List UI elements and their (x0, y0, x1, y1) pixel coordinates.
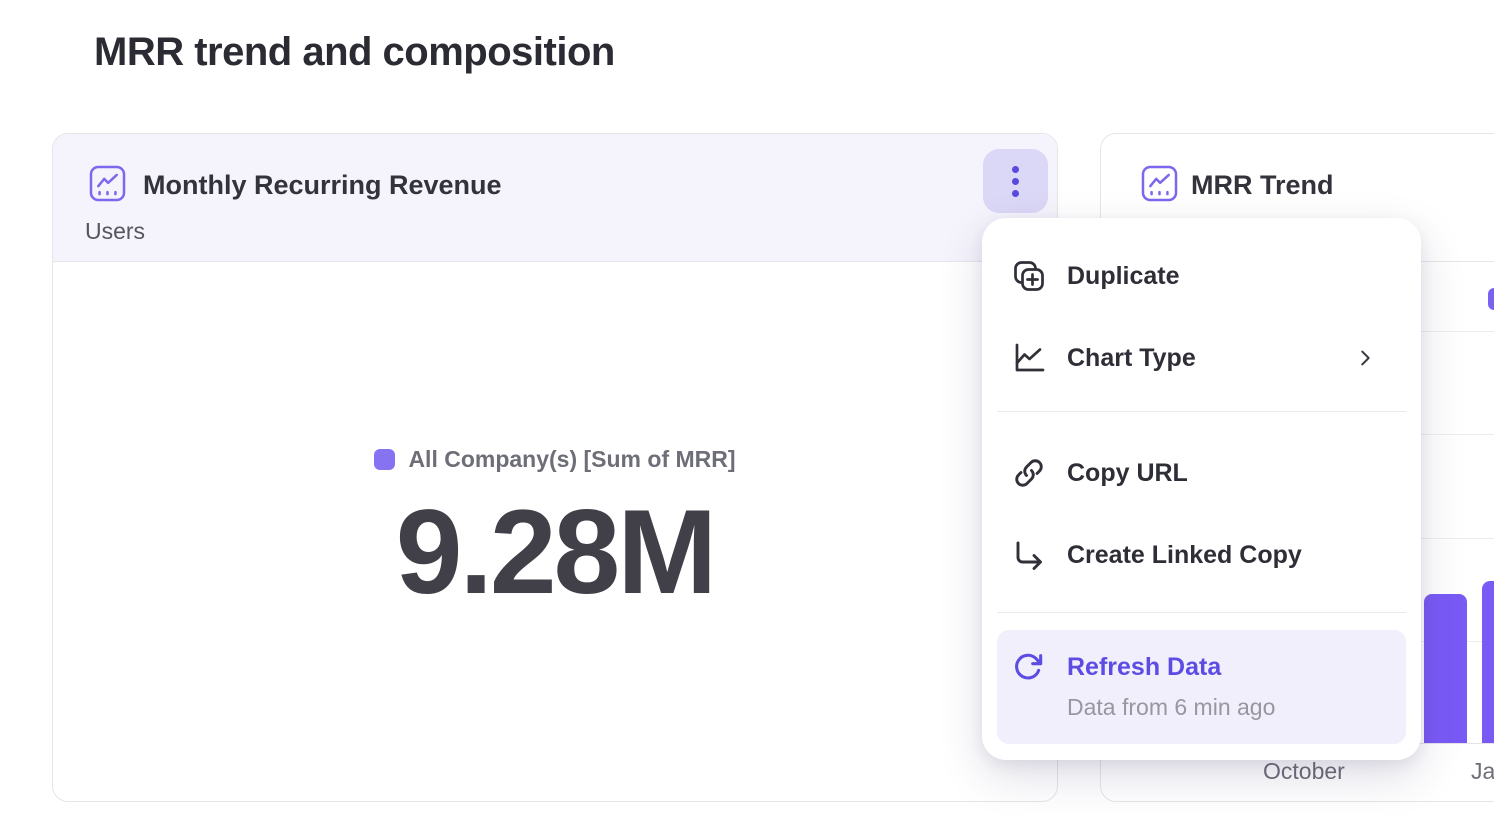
menu-item-label: Copy URL (1067, 458, 1188, 487)
chart-type-icon (1012, 341, 1046, 375)
kpi-value: 9.28M (395, 484, 718, 619)
menu-item-refresh-data[interactable]: Refresh Data Data from 6 min ago (997, 630, 1406, 744)
refresh-icon (1012, 651, 1044, 683)
chevron-right-icon (1354, 347, 1376, 369)
card-subtitle: Users (85, 218, 146, 244)
combo-chart-icon (89, 165, 126, 202)
bar-january[interactable] (1482, 581, 1494, 743)
legend-swatch-icon (374, 448, 396, 470)
menu-item-copy-url[interactable]: Copy URL (982, 441, 1421, 505)
x-axis-label: Ja (1471, 758, 1494, 784)
card-options-menu: Duplicate Chart Type (982, 218, 1421, 760)
combo-chart-icon (1141, 165, 1178, 202)
menu-item-label: Chart Type (1067, 343, 1196, 372)
kpi-body: All Company(s) [Sum of MRR] 9.28M (53, 263, 1057, 801)
menu-item-label: Duplicate (1067, 261, 1180, 290)
menu-item-duplicate[interactable]: Duplicate (982, 244, 1421, 308)
legend-label: All Company(s) [Sum of MRR] (408, 445, 736, 472)
x-axis-label: October (1263, 758, 1345, 784)
menu-item-label: Create Linked Copy (1067, 540, 1302, 569)
menu-item-chart-type[interactable]: Chart Type (982, 326, 1421, 390)
link-icon (1012, 456, 1046, 490)
linked-copy-arrow-icon (1012, 538, 1046, 572)
card-title: MRR Trend (1191, 170, 1334, 200)
mrr-composition-card: Monthly Recurring Revenue Users All Comp… (52, 133, 1058, 802)
kebab-menu-icon (1012, 165, 1019, 197)
refresh-data-age: Data from 6 min ago (1067, 694, 1276, 720)
menu-item-label: Refresh Data (1067, 652, 1222, 681)
menu-divider (997, 612, 1406, 613)
bar-october[interactable] (1424, 594, 1467, 743)
duplicate-icon (1012, 259, 1046, 293)
kpi-legend: All Company(s) [Sum of MRR] (374, 445, 736, 473)
page-title: MRR trend and composition (94, 30, 615, 74)
menu-item-create-linked-copy[interactable]: Create Linked Copy (982, 523, 1421, 587)
menu-divider (997, 411, 1406, 412)
card-title: Monthly Recurring Revenue (143, 170, 502, 200)
card-options-button[interactable] (983, 149, 1048, 213)
trend-legend-chip (1488, 288, 1494, 310)
mrr-composition-card-header: Monthly Recurring Revenue Users (53, 134, 1057, 262)
